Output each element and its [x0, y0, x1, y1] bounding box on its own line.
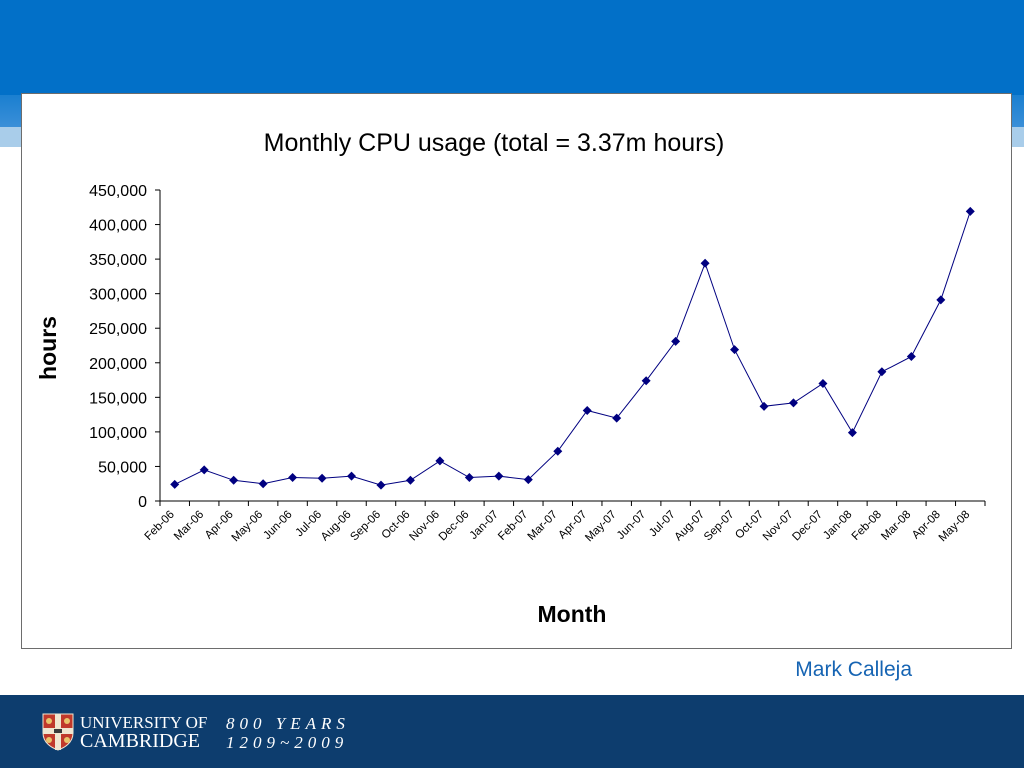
header-band: [0, 0, 1024, 95]
data-point: [965, 206, 975, 216]
x-tick-label: Feb-08: [850, 509, 884, 543]
x-tick-label: Jan-08: [821, 509, 854, 542]
data-point: [317, 473, 327, 483]
x-tick-label: Oct-07: [733, 509, 766, 542]
cpu-usage-chart: Monthly CPU usage (total = 3.37m hours) …: [35, 129, 986, 627]
data-point: [347, 471, 357, 481]
chart-title: Monthly CPU usage (total = 3.37m hours): [264, 129, 725, 157]
data-point: [553, 446, 563, 456]
y-tick-label: 300,000: [89, 287, 147, 304]
x-tick-label: Mar-07: [526, 509, 560, 543]
data-point: [464, 473, 474, 483]
x-tick-label: Dec-06: [437, 509, 472, 544]
x-tick-label: Nov-06: [407, 509, 442, 544]
y-tick-label: 400,000: [89, 218, 147, 235]
university-line-1: UNIVERSITY OF: [80, 713, 208, 732]
data-point: [258, 479, 268, 489]
x-axis-label: Month: [538, 601, 607, 627]
x-tick-label: Mar-08: [879, 509, 913, 543]
y-tick-label: 200,000: [89, 356, 147, 373]
x-tick-label: May-08: [937, 509, 973, 545]
years-logo-text: 800 YEARS 1209~2009: [226, 714, 350, 752]
university-line-2: CAMBRIDGE: [80, 730, 201, 752]
y-tick-label: 100,000: [89, 425, 147, 442]
x-tick-label: Sep-07: [702, 509, 737, 544]
data-point: [288, 473, 298, 483]
data-point: [906, 352, 916, 362]
x-tick-label: Feb-07: [496, 509, 530, 543]
y-tick-label: 150,000: [89, 390, 147, 407]
data-point: [494, 471, 504, 481]
data-point: [936, 295, 946, 305]
x-tick-label: Dec-07: [790, 509, 825, 544]
data-point: [730, 345, 740, 355]
x-tick-label: Jan-07: [468, 509, 501, 542]
data-point: [229, 475, 239, 485]
data-point: [612, 413, 622, 423]
x-tick-label: Sep-06: [348, 509, 383, 544]
author-name: Mark Calleja: [795, 658, 912, 681]
data-point: [671, 336, 681, 346]
x-tick-label: Jun-07: [615, 509, 648, 542]
x-tick-label: Oct-06: [380, 509, 413, 542]
data-point: [435, 456, 445, 466]
x-tick-label: Nov-07: [761, 509, 796, 544]
footer-band: [0, 693, 1024, 768]
y-tick-label: 0: [138, 494, 147, 511]
x-tick-label: Aug-07: [672, 509, 707, 544]
data-point: [582, 405, 592, 415]
years-line-1: 800 YEARS: [226, 714, 350, 733]
footer-divider: [0, 693, 1024, 695]
data-point: [170, 479, 180, 489]
x-tick-label: Jun-06: [261, 509, 294, 542]
chart-frame: Monthly CPU usage (total = 3.37m hours) …: [21, 93, 1012, 649]
y-tick-label: 350,000: [89, 252, 147, 269]
x-tick-label: Aug-06: [319, 509, 354, 544]
series-line: [174, 211, 971, 486]
data-point: [818, 379, 828, 389]
x-tick-label: Feb-06: [143, 509, 177, 543]
data-point: [523, 475, 533, 485]
data-point: [847, 428, 857, 438]
y-tick-label: 450,000: [89, 183, 147, 200]
data-point: [641, 376, 651, 386]
data-point: [788, 398, 798, 408]
y-tick-label: 50,000: [98, 459, 147, 476]
data-point: [199, 465, 209, 475]
data-point: [376, 480, 386, 490]
years-line-2: 1209~2009: [226, 733, 349, 752]
university-logo-text: UNIVERSITY OF CAMBRIDGE: [80, 713, 207, 751]
data-point: [877, 367, 887, 377]
cambridge-crest-icon: [42, 713, 74, 751]
y-axis-label: hours: [35, 316, 61, 380]
x-tick-label: Mar-06: [172, 509, 206, 543]
x-tick-label: May-06: [230, 509, 266, 545]
y-tick-label: 250,000: [89, 321, 147, 338]
data-point: [405, 475, 415, 485]
data-point: [759, 401, 769, 411]
x-tick-label: May-07: [583, 509, 619, 545]
data-point: [700, 258, 710, 268]
